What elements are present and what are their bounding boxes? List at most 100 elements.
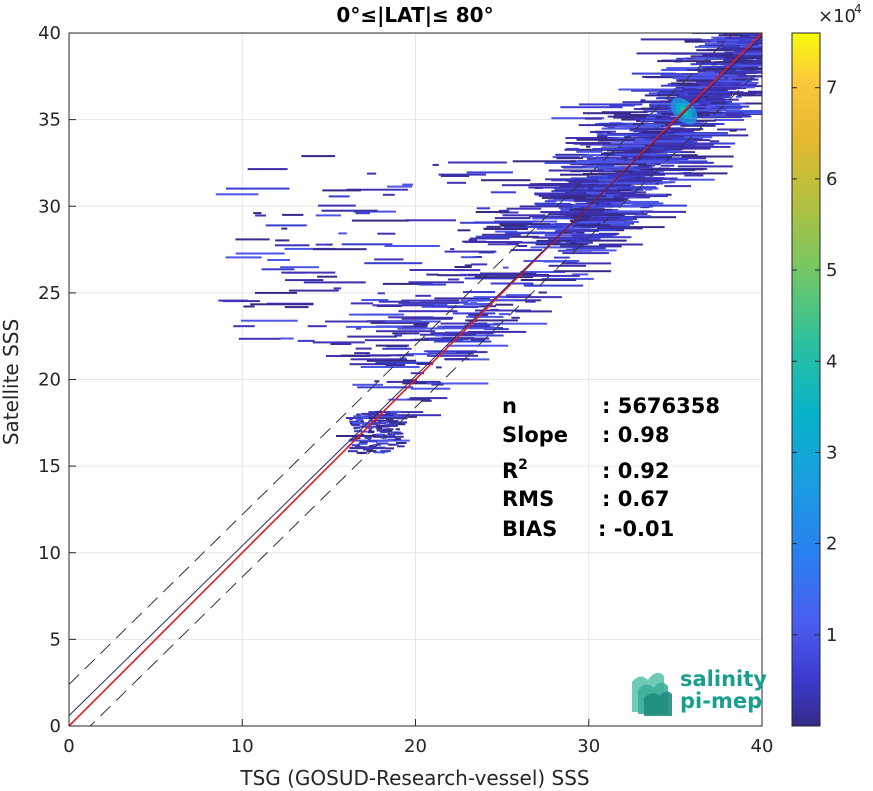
density-cell [697, 81, 711, 84]
density-cell [554, 189, 617, 192]
density-cell [233, 325, 255, 328]
x-tick-label: 30 [577, 736, 600, 757]
density-cell [674, 160, 708, 163]
density-cell [374, 380, 380, 383]
density-cell [657, 111, 684, 114]
density-cell [589, 218, 606, 221]
density-cell [301, 155, 336, 158]
density-cell [368, 428, 372, 431]
density-cell [573, 206, 584, 208]
density-cell [684, 174, 704, 177]
density-cell [639, 159, 679, 162]
density-cell [666, 133, 728, 136]
wave-logo-icon [632, 672, 672, 716]
density-cell [238, 337, 281, 340]
density-cell [383, 414, 441, 417]
logo-line2: pi-mep [680, 689, 762, 713]
density-cell [586, 145, 591, 148]
density-cell [353, 426, 361, 429]
density-cell [395, 438, 401, 440]
density-cell [706, 106, 712, 109]
density-cell [366, 450, 377, 453]
density-cell [358, 434, 365, 436]
density-cell [388, 316, 434, 319]
density-cell [529, 274, 580, 277]
density-cell [615, 186, 657, 189]
density-cell [548, 213, 606, 216]
density-cell [505, 232, 561, 235]
density-cell [626, 160, 653, 163]
density-cell [571, 234, 590, 237]
density-cell [663, 91, 708, 94]
density-cell [649, 128, 704, 131]
y-tick-label: 20 [38, 370, 61, 391]
density-cell [582, 234, 614, 237]
density-cell [438, 173, 487, 176]
density-cell [498, 313, 510, 316]
density-cell [565, 249, 617, 252]
density-cell [368, 440, 378, 443]
density-cell [474, 276, 534, 279]
density-cell [677, 102, 729, 105]
density-cell [518, 226, 523, 229]
density-cell [500, 296, 562, 299]
density-cell [493, 322, 548, 325]
density-cell [405, 353, 430, 356]
density-cell [714, 119, 744, 121]
density-cell [410, 338, 463, 341]
density-cell [328, 195, 350, 198]
density-cell [380, 430, 390, 433]
density-cell [247, 168, 288, 171]
density-cell [397, 327, 445, 330]
density-cell [275, 239, 290, 242]
density-cell [703, 111, 762, 114]
density-cell [629, 172, 684, 175]
density-cell [506, 207, 542, 210]
density-cell [536, 239, 583, 242]
density-cell [368, 414, 373, 417]
density-cell [734, 50, 762, 53]
density-cell [370, 412, 380, 415]
density-cell [424, 350, 477, 353]
density-cell [688, 119, 716, 122]
density-cell [373, 414, 382, 417]
density-cell [671, 134, 696, 137]
density-cell [688, 92, 742, 95]
line-envelope-lower [89, 67, 762, 726]
density-cell [447, 278, 460, 281]
density-cell [427, 354, 478, 357]
density-cell [409, 397, 448, 400]
density-cell [694, 57, 741, 60]
density-cell [375, 344, 409, 347]
density-cell [611, 193, 672, 196]
density-cell [556, 157, 584, 160]
density-cell [395, 428, 400, 431]
density-cell [281, 227, 288, 230]
density-cell [531, 220, 557, 223]
density-cell [680, 124, 716, 127]
density-cell [596, 132, 604, 135]
density-cell [575, 208, 605, 211]
density-cell [361, 434, 371, 437]
y-tick-label: 30 [38, 196, 61, 217]
density-cell [390, 410, 402, 413]
density-cell [317, 275, 338, 278]
density-cell [573, 225, 580, 228]
density-cell [629, 177, 640, 180]
stat-label-superscript: 2 [518, 457, 528, 473]
density-cell [663, 147, 710, 150]
density-cell [373, 451, 384, 454]
density-cell [711, 65, 740, 68]
density-cell [602, 144, 644, 147]
density-cell [735, 78, 746, 81]
density-cell [552, 156, 580, 159]
density-cell [597, 187, 658, 190]
density-cell [398, 310, 458, 313]
density-cell [605, 200, 659, 203]
density-cell [566, 147, 579, 150]
density-cell [544, 234, 584, 237]
density-cell [548, 169, 605, 172]
density-cell [577, 161, 617, 164]
density-cell [676, 79, 723, 82]
y-tick-label: 0 [50, 716, 61, 737]
